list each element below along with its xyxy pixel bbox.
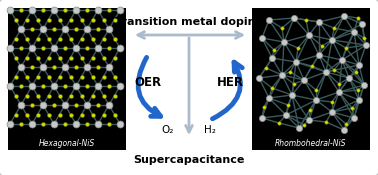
- Text: Rhombohedral-NiS: Rhombohedral-NiS: [275, 138, 347, 148]
- Bar: [8, 8, 126, 150]
- Text: Supercapacitance: Supercapacitance: [133, 155, 245, 165]
- Text: O₂: O₂: [162, 125, 174, 135]
- FancyArrowPatch shape: [138, 57, 161, 116]
- FancyArrowPatch shape: [212, 62, 242, 119]
- Text: HER: HER: [217, 75, 243, 89]
- Text: H₂: H₂: [204, 125, 216, 135]
- Text: Hexagonal-NiS: Hexagonal-NiS: [39, 138, 95, 148]
- FancyArrowPatch shape: [138, 32, 242, 38]
- Bar: [252, 8, 370, 150]
- Text: Transition metal doping: Transition metal doping: [115, 17, 263, 27]
- Text: OER: OER: [135, 75, 161, 89]
- FancyArrowPatch shape: [186, 38, 192, 132]
